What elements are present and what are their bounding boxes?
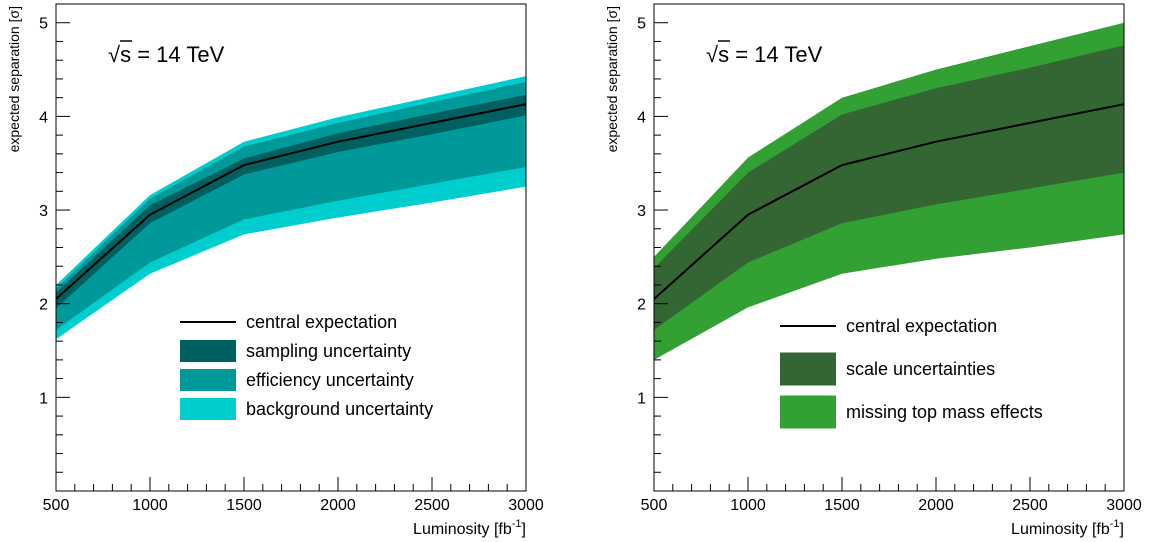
central-expectation-line — [55, 103, 527, 300]
x-tick-label: 3000 — [1106, 497, 1142, 514]
y-tick-label: 4 — [39, 109, 48, 126]
x-tick-label: 500 — [43, 497, 70, 514]
energy-annotation: √s = 14 TeV — [706, 40, 823, 67]
legend-swatch — [180, 398, 236, 420]
band-efficiency-uncertainty — [56, 81, 526, 330]
y-tick-label: 5 — [39, 16, 48, 33]
band-scale-uncertainties — [654, 45, 1124, 330]
x-tick-label: 1500 — [226, 497, 262, 514]
legend-swatch — [780, 352, 836, 386]
legend-label: central expectation — [846, 316, 997, 336]
y-tick-label: 3 — [39, 203, 48, 220]
x-tick-label: 1000 — [132, 497, 168, 514]
legend-swatch — [780, 395, 836, 429]
y-tick-label: 1 — [637, 390, 646, 407]
x-tick-label: 1000 — [730, 497, 766, 514]
legend-label: central expectation — [246, 312, 397, 332]
x-axis-label: Luminosity [fb-1] — [1011, 518, 1124, 538]
y-tick-label: 4 — [637, 109, 646, 126]
central-expectation-line — [653, 103, 1125, 300]
legend-swatch — [180, 369, 236, 391]
y-tick-label: 3 — [637, 203, 646, 220]
x-tick-label: 2000 — [320, 497, 356, 514]
y-axis-label: expected separation [σ] — [6, 6, 22, 152]
legend-label: scale uncertainties — [846, 359, 995, 379]
legend-swatch — [180, 340, 236, 362]
legend-label: efficiency uncertainty — [246, 370, 414, 390]
chart-panel-1: 500 1000 1500 2000 2500 3000 1 2 3 4 5 expected sep… — [6, 3, 544, 538]
energy-annotation: √s = 14 TeV — [108, 40, 225, 67]
x-tick-label: 1500 — [824, 497, 860, 514]
legend-label: missing top mass effects — [846, 402, 1043, 422]
y-tick-label: 1 — [39, 390, 48, 407]
legend-label: background uncertainty — [246, 399, 433, 419]
x-axis-label: Luminosity [fb-1] — [413, 518, 526, 538]
y-tick-label: 5 — [637, 16, 646, 33]
legend: central expectation sampling uncertainty e… — [180, 312, 433, 420]
legend-label: sampling uncertainty — [246, 341, 411, 361]
legend: central expectation scale uncertainties mi… — [780, 316, 1043, 429]
x-tick-label: 2000 — [918, 497, 954, 514]
x-tick-label: 3000 — [508, 497, 544, 514]
y-tick-label: 2 — [39, 297, 48, 314]
svg-text:√s = 14 TeV: √s = 14 TeV — [108, 42, 225, 67]
x-tick-label: 2500 — [414, 497, 450, 514]
y-axis-label: expected separation [σ] — [604, 6, 620, 152]
x-tick-label: 2500 — [1012, 497, 1048, 514]
svg-text:√s = 14 TeV: √s = 14 TeV — [706, 42, 823, 67]
chart-panel-2: 500 1000 1500 2000 2500 3000 1 2 3 4 5 expected sep… — [604, 3, 1142, 538]
x-tick-label: 500 — [641, 497, 668, 514]
y-tick-label: 2 — [637, 297, 646, 314]
band-sampling-uncertainty — [56, 94, 526, 309]
